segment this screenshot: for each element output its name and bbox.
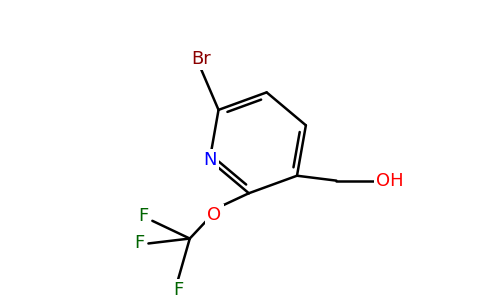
- Text: F: F: [138, 207, 149, 225]
- Text: O: O: [207, 206, 222, 224]
- Text: F: F: [173, 281, 183, 299]
- Text: OH: OH: [376, 172, 403, 190]
- Text: F: F: [135, 235, 145, 253]
- Text: Br: Br: [191, 50, 211, 68]
- Text: N: N: [203, 151, 216, 169]
